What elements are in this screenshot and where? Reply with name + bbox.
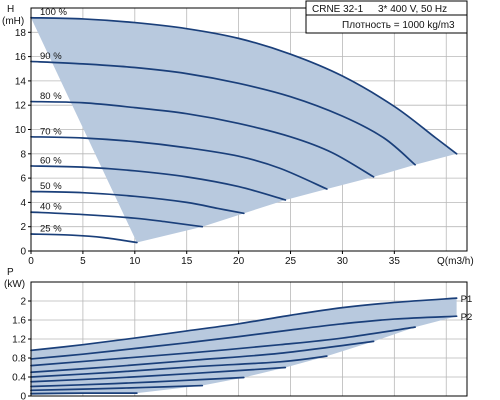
power-curves: P1 P2 [30, 294, 473, 395]
head-x-tick-label: 15 [181, 256, 193, 267]
head-curve-label: 40 % [40, 202, 62, 213]
head-y-axis-label-unit: (mH) [2, 16, 24, 27]
head-y-ticks: 0 2 4 6 8 10 12 14 16 18 [15, 28, 31, 258]
info-box-frame [305, 0, 468, 34]
head-y-tick-label: 6 [20, 174, 26, 185]
power-y-tick-label: 1.6 [12, 316, 26, 327]
power-y-tick-label: 1.2 [12, 335, 26, 346]
power-y-tick-label: 0.8 [12, 354, 26, 365]
head-curve-label: 60 % [40, 155, 62, 166]
head-curve-7 [30, 233, 138, 244]
power-curve-1 [30, 315, 458, 360]
head-y-tick-label: 14 [15, 76, 27, 87]
power-curve-label: P2 [461, 312, 473, 323]
head-x-tick-label: 20 [233, 256, 245, 267]
head-x-tick-label: 0 [28, 256, 34, 267]
head-x-ticks: 0 5 10 15 20 25 30 35 [28, 251, 400, 267]
head-x-tick-label: 5 [80, 256, 86, 267]
head-curve-1 [30, 60, 416, 166]
head-y-tick-label: 4 [20, 198, 26, 209]
head-x-tick-label: 30 [337, 256, 349, 267]
power-curve-0 [30, 297, 458, 352]
head-operating-area [31, 17, 457, 243]
power-operating-area [31, 298, 457, 396]
head-curve-label: 90 % [40, 51, 62, 62]
head-y-axis-label-symbol: H [7, 4, 14, 15]
head-y-tick-label: 12 [15, 101, 27, 112]
power-curve-3 [30, 340, 375, 374]
power-curve-2 [30, 326, 416, 367]
head-x-tick-label: 10 [129, 256, 141, 267]
head-curve-label: 25 % [40, 223, 62, 234]
head-x-tick-label: 35 [389, 256, 401, 267]
power-y-tick-label: 0.4 [12, 373, 26, 384]
head-x-axis-label: Q(m3/h) [437, 256, 474, 267]
head-curve-4 [30, 165, 287, 201]
power-y-tick-label: 2 [20, 297, 26, 308]
head-curve-label: 70 % [40, 126, 62, 137]
power-supply: 3* 400 V, 50 Hz [378, 4, 447, 15]
head-y-tick-label: 18 [15, 28, 27, 39]
power-y-ticks: 0 0.4 0.8 1.2 1.6 2 [12, 297, 31, 400]
head-curve-label: 80 % [40, 91, 62, 102]
head-curve-3 [30, 135, 328, 190]
head-y-tick-label: 8 [20, 149, 26, 160]
head-curve-6 [30, 211, 204, 228]
power-curve-6 [30, 376, 245, 388]
head-curve-label: 100 % [40, 7, 67, 18]
head-y-tick-label: 2 [20, 222, 26, 233]
head-x-tick-label: 25 [285, 256, 297, 267]
power-y-axis-label-unit: (kW) [4, 279, 25, 290]
power-curve-label: P1 [461, 294, 473, 305]
head-curve-label: 50 % [40, 181, 62, 192]
info-box: CRNE 32-1 3* 400 V, 50 Hz Плотность = 10… [305, 0, 468, 34]
power-y-tick-label: 0 [20, 392, 26, 400]
power-y-axis-label-symbol: P [7, 267, 14, 278]
power-curve-8 [30, 392, 138, 395]
head-y-tick-label: 16 [15, 52, 27, 63]
power-curve-5 [30, 366, 287, 383]
fluid-density: Плотность = 1000 kg/m3 [342, 20, 455, 31]
head-y-tick-label: 0 [20, 247, 26, 258]
head-curve-5 [30, 190, 245, 215]
power-curve-7 [30, 384, 204, 392]
head-curves: 100 % 90 % 80 % 70 % 60 % 50 % 40 % 25 % [30, 7, 458, 244]
head-curve-2 [30, 100, 375, 178]
pump-model: CRNE 32-1 [312, 4, 364, 15]
head-curve-0 [30, 16, 458, 155]
power-curve-4 [30, 355, 328, 378]
head-y-tick-label: 10 [15, 125, 27, 136]
